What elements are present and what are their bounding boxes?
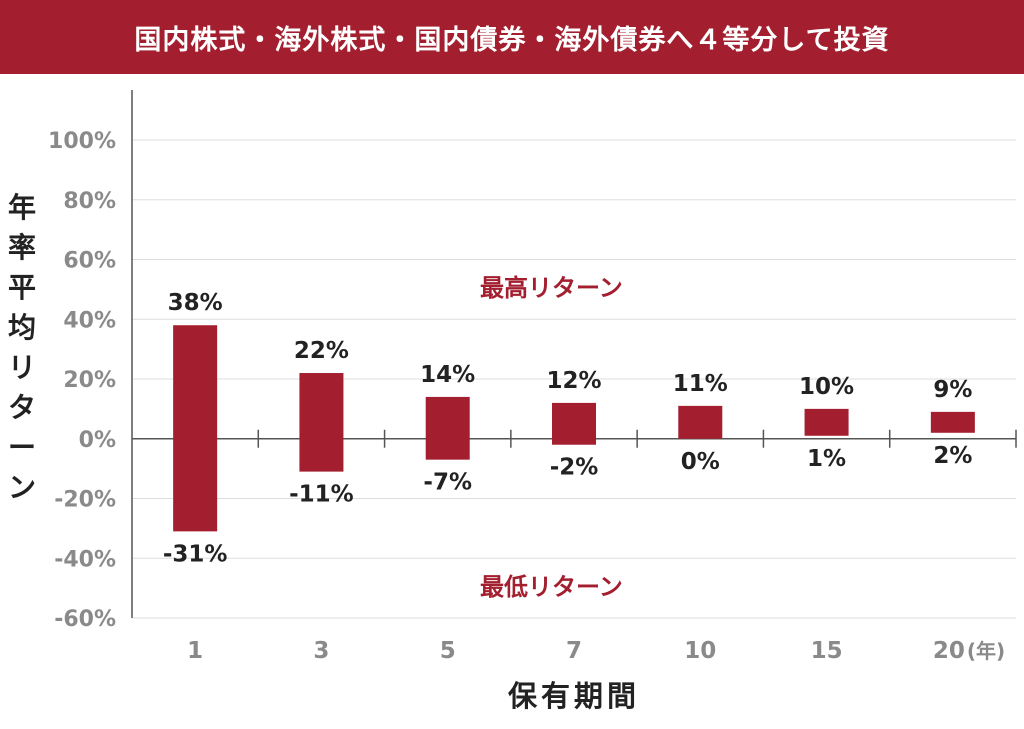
y-tick-label: 80% bbox=[63, 189, 116, 214]
x-tick-label: 7 bbox=[566, 638, 582, 664]
min-return-annotation: 最低リターン bbox=[480, 573, 623, 601]
range-bar bbox=[299, 373, 344, 472]
range-bar bbox=[173, 325, 218, 532]
x-tick-label: 5 bbox=[440, 638, 456, 664]
y-axis-label-char: ン bbox=[7, 471, 36, 504]
max-value-label: 10% bbox=[799, 374, 854, 400]
title-banner: 国内株式・海外株式・国内債券・海外債券へ４等分して投資 bbox=[0, 0, 1024, 74]
max-value-label: 11% bbox=[673, 371, 728, 397]
max-value-label: 9% bbox=[933, 377, 972, 403]
y-axis-label-char: 均 bbox=[7, 311, 36, 344]
range-bar bbox=[552, 402, 596, 445]
range-bar bbox=[678, 405, 723, 439]
y-tick-label: 40% bbox=[63, 308, 116, 333]
y-axis-label-char: タ bbox=[7, 391, 36, 424]
max-value-label: 22% bbox=[294, 338, 349, 364]
x-tick-label: 1 bbox=[187, 638, 203, 664]
range-bar bbox=[804, 408, 849, 436]
y-axis-label-char: ー bbox=[7, 431, 36, 464]
x-tick-label: 10 bbox=[684, 638, 716, 664]
min-value-label: -7% bbox=[423, 470, 472, 496]
y-tick-label: 0% bbox=[79, 428, 116, 453]
y-tick-label: -20% bbox=[54, 488, 116, 513]
x-tick-label: 20 bbox=[933, 638, 965, 664]
y-tick-label: 100% bbox=[48, 129, 116, 154]
max-value-label: 38% bbox=[168, 290, 223, 316]
min-value-label: -2% bbox=[550, 455, 599, 481]
y-axis-label-char: 平 bbox=[7, 271, 36, 304]
max-return-annotation: 最高リターン bbox=[480, 274, 623, 302]
range-bar bbox=[930, 411, 975, 433]
max-value-label: 12% bbox=[546, 368, 601, 394]
y-tick-label: -40% bbox=[54, 547, 116, 572]
min-value-label: 1% bbox=[807, 446, 846, 472]
y-axis-label-char: リ bbox=[7, 351, 36, 384]
max-value-label: 14% bbox=[420, 362, 475, 388]
min-value-label: 2% bbox=[933, 443, 972, 469]
x-unit-label: (年) bbox=[967, 639, 1005, 663]
min-value-label: -31% bbox=[163, 541, 228, 567]
y-tick-label: -60% bbox=[54, 607, 116, 632]
y-axis-label-char: 率 bbox=[7, 231, 36, 264]
y-tick-label: 60% bbox=[63, 249, 116, 274]
chart-title: 国内株式・海外株式・国内債券・海外債券へ４等分して投資 bbox=[134, 24, 890, 56]
y-tick-label: 20% bbox=[63, 368, 116, 393]
range-bar bbox=[425, 396, 470, 460]
min-value-label: -11% bbox=[289, 482, 354, 508]
x-tick-label: 15 bbox=[811, 638, 843, 664]
x-tick-label: 3 bbox=[313, 638, 329, 664]
y-axis-label-char: 年 bbox=[7, 191, 36, 224]
x-axis-label: 保有期間 bbox=[507, 679, 640, 713]
min-value-label: 0% bbox=[681, 449, 720, 475]
y-axis-label: 年率平均リターン bbox=[0, 188, 44, 508]
